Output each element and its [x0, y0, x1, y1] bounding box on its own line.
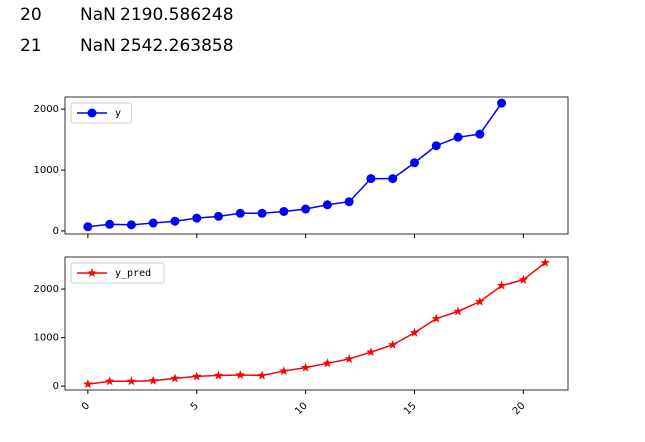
- y-tick-label: 0: [53, 381, 59, 392]
- marker: [170, 373, 180, 383]
- marker: [344, 197, 354, 207]
- marker: [235, 208, 245, 218]
- marker: [148, 375, 158, 385]
- marker: [257, 370, 267, 380]
- marker: [366, 347, 376, 357]
- marker: [300, 362, 311, 372]
- marker: [104, 376, 115, 386]
- marker: [366, 174, 376, 184]
- marker: [87, 108, 97, 118]
- marker: [322, 358, 333, 368]
- x-tick-label: 5: [189, 400, 201, 412]
- axes-frame: [64, 96, 569, 235]
- output-cell: 2542.263858: [120, 36, 234, 56]
- marker: [388, 174, 398, 184]
- marker: [105, 219, 115, 229]
- y-tick-label: 1000: [34, 165, 59, 176]
- marker: [170, 216, 180, 226]
- marker: [322, 200, 332, 210]
- marker: [83, 379, 93, 389]
- x-tick-label: 15: [402, 400, 419, 417]
- axes-frame: [64, 256, 569, 391]
- marker: [213, 370, 224, 380]
- marker: [540, 257, 550, 267]
- marker: [344, 353, 354, 363]
- marker: [453, 132, 463, 142]
- x-tick-label: 20: [511, 400, 528, 417]
- output-cell: NaN: [80, 36, 116, 56]
- marker: [453, 306, 463, 316]
- marker: [192, 213, 202, 223]
- marker: [279, 206, 289, 216]
- output-cell: 20: [20, 5, 42, 25]
- marker: [87, 268, 97, 278]
- marker: [126, 220, 136, 230]
- marker: [148, 218, 158, 228]
- marker: [497, 98, 507, 108]
- marker: [387, 339, 398, 349]
- marker: [475, 296, 485, 306]
- marker: [496, 280, 507, 290]
- y-tick-label: 2000: [34, 104, 59, 115]
- y-tick-label: 0: [53, 226, 59, 237]
- marker: [214, 211, 224, 221]
- legend-label: y: [115, 108, 121, 119]
- x-tick-label: 10: [293, 400, 310, 417]
- legend-label: y_pred: [115, 268, 151, 279]
- y-tick-label: 2000: [34, 284, 59, 295]
- marker: [126, 376, 137, 386]
- output-cell: 21: [20, 36, 42, 56]
- marker: [83, 222, 93, 232]
- marker: [431, 141, 441, 151]
- output-cell: 2190.586248: [120, 5, 234, 25]
- marker: [475, 129, 485, 139]
- legend-box: [70, 262, 165, 284]
- marker: [409, 327, 420, 337]
- series-line: [87, 102, 503, 228]
- series-line: [87, 262, 546, 385]
- marker: [431, 313, 442, 323]
- y-tick-label: 1000: [34, 333, 59, 344]
- marker: [301, 204, 311, 214]
- marker: [257, 208, 267, 218]
- marker: [191, 371, 202, 381]
- output-cell: NaN: [80, 5, 116, 25]
- x-tick-label: 0: [80, 400, 92, 412]
- marker: [518, 274, 529, 284]
- marker: [235, 369, 246, 379]
- marker: [409, 158, 419, 168]
- marker: [279, 366, 289, 376]
